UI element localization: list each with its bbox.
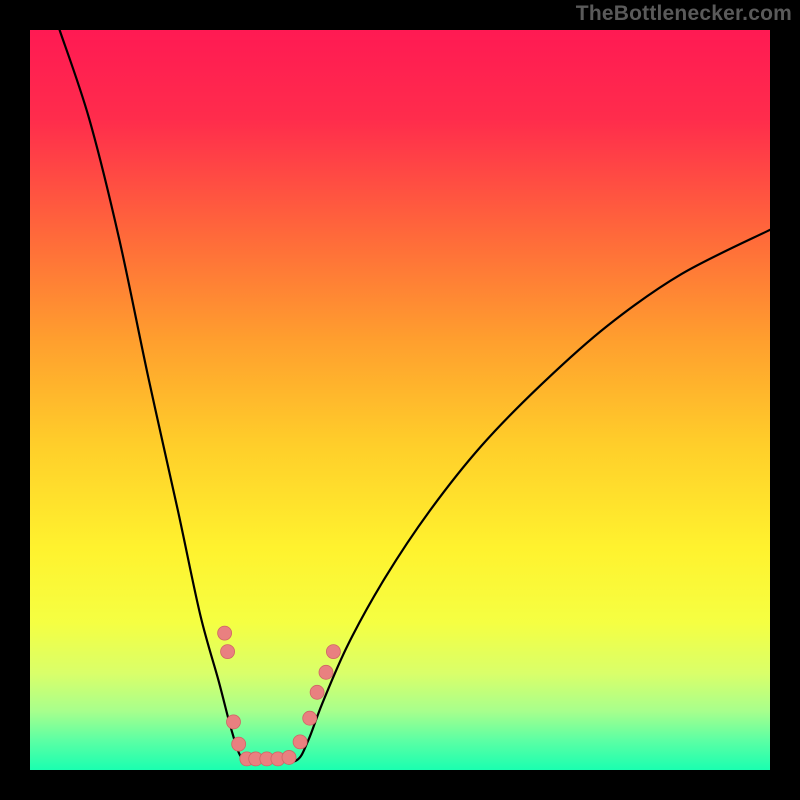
data-marker xyxy=(221,645,235,659)
data-marker xyxy=(218,626,232,640)
data-marker xyxy=(310,685,324,699)
data-marker xyxy=(293,735,307,749)
data-marker xyxy=(232,737,246,751)
plot-background xyxy=(30,30,770,770)
data-marker xyxy=(282,750,296,764)
watermark-label: TheBottlenecker.com xyxy=(576,2,792,26)
data-marker xyxy=(227,715,241,729)
data-marker xyxy=(319,665,333,679)
data-marker xyxy=(303,711,317,725)
chart-container: TheBottlenecker.com xyxy=(0,0,800,800)
bottleneck-chart xyxy=(0,0,800,800)
data-marker xyxy=(326,645,340,659)
